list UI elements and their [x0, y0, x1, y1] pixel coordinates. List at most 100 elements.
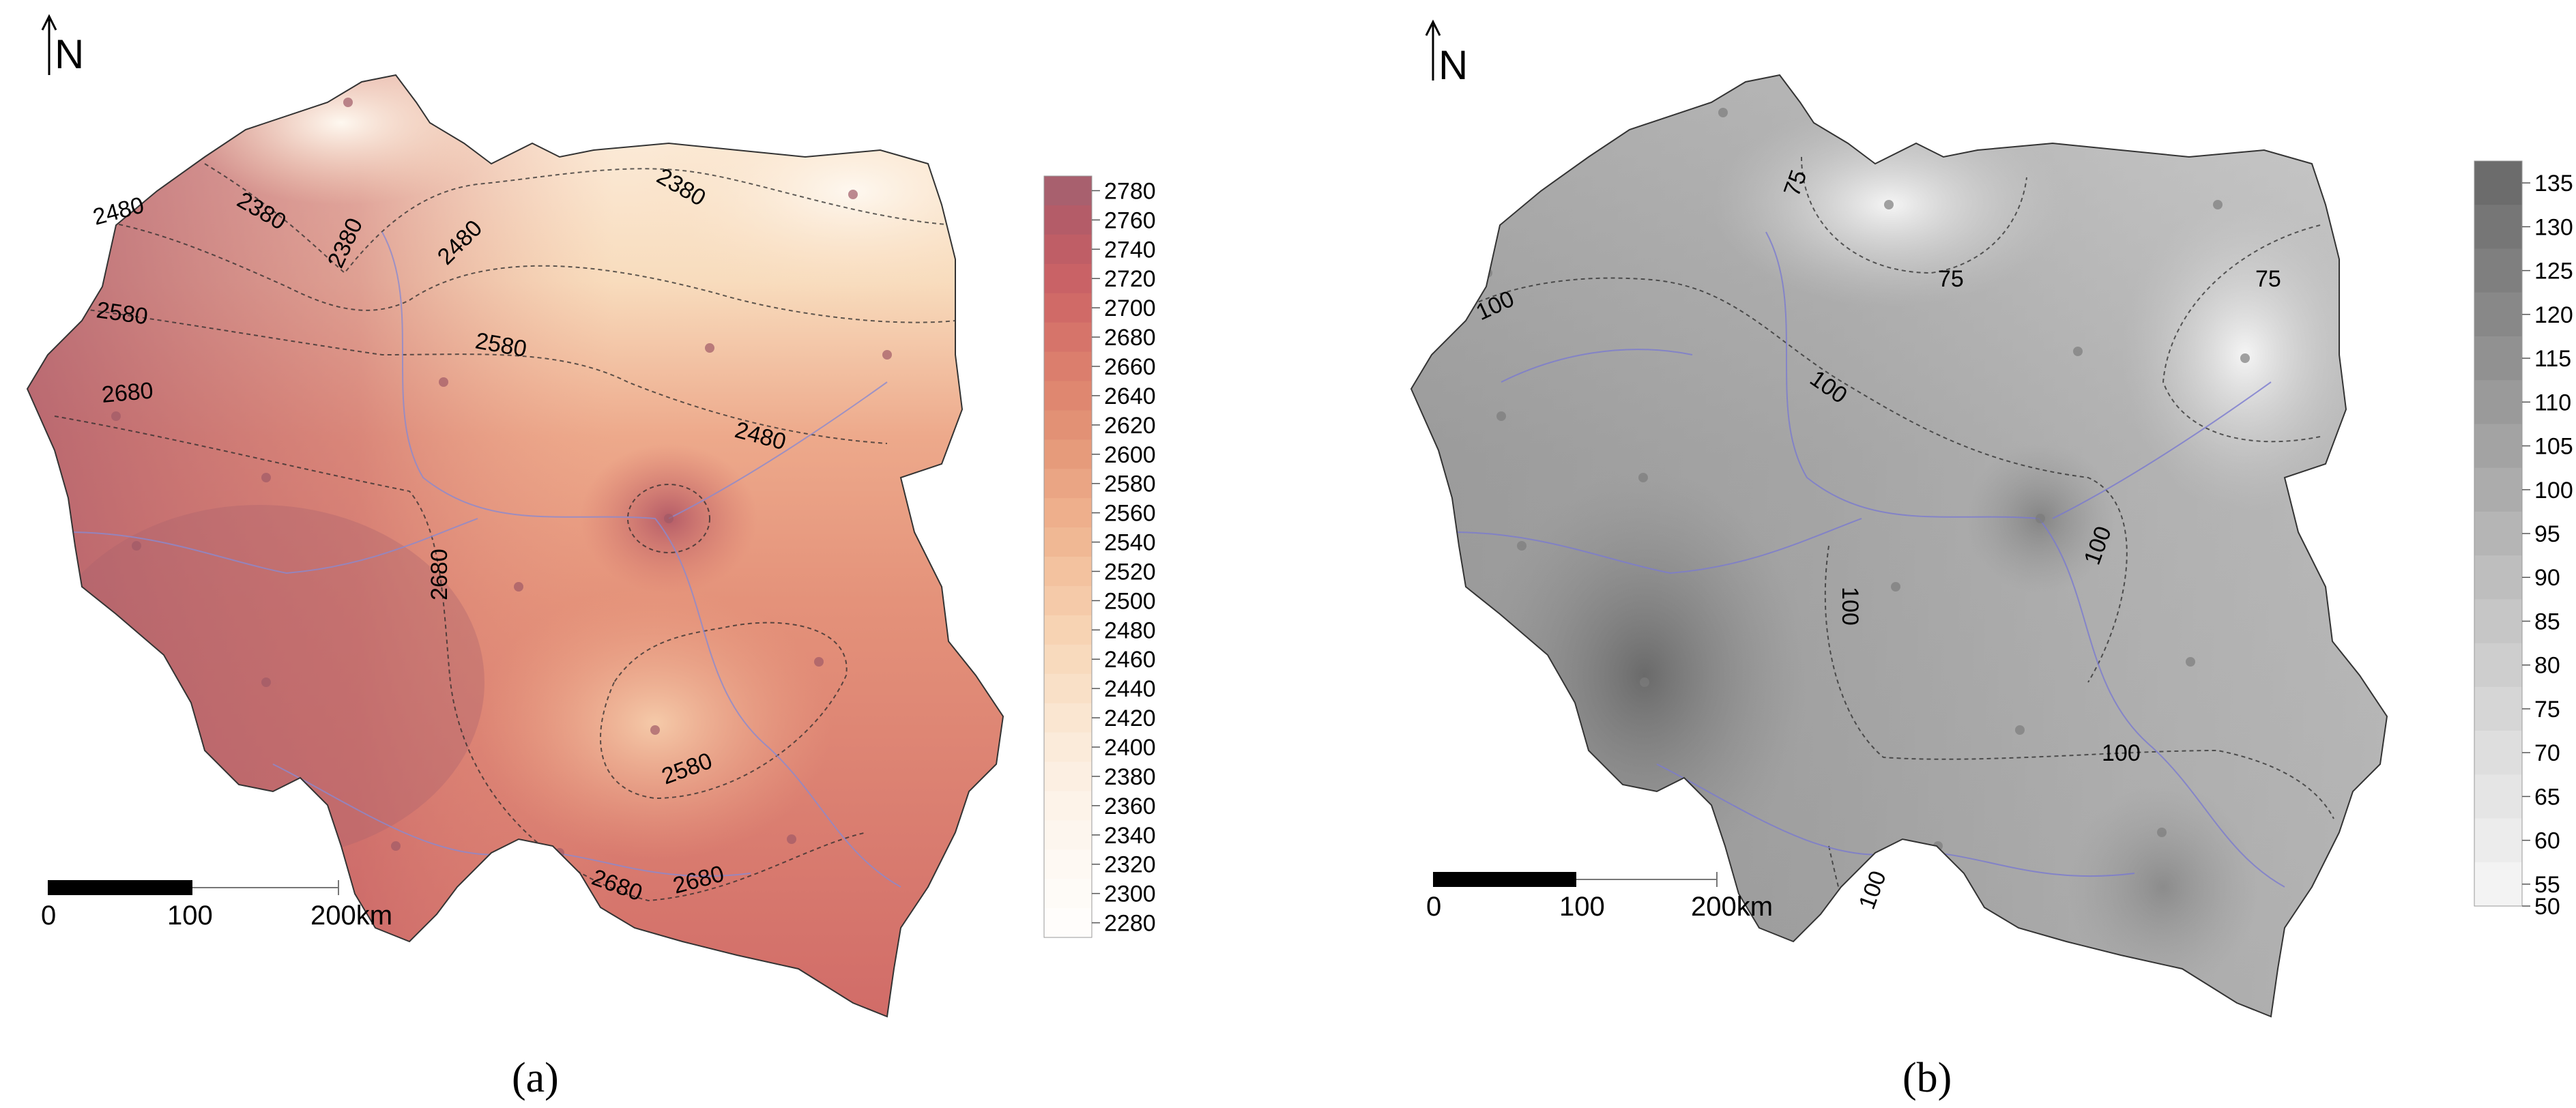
legend-label: 2460: [1104, 647, 1156, 673]
caption-a: (a): [512, 1055, 559, 1101]
legend-label: 125: [2534, 259, 2573, 285]
legend-swatch: [2474, 205, 2522, 249]
scale-tick-b: 0: [1426, 892, 1441, 922]
north-label-a: N: [55, 31, 84, 77]
legend-label: 2660: [1104, 354, 1156, 380]
legend-swatch: [1044, 469, 1092, 499]
legend-label: 2380: [1104, 764, 1156, 790]
legend-swatch: [2474, 424, 2522, 469]
legend-frame: [1043, 175, 1092, 938]
legend-label: 80: [2534, 653, 2560, 679]
legend-swatch: [1044, 234, 1092, 265]
legend-label: 2420: [1104, 705, 1156, 731]
scale-tick-a: 0: [41, 901, 56, 931]
legend-label: 2780: [1104, 178, 1156, 204]
legend-swatch: [2474, 862, 2522, 907]
scale-bar-a: 0 100 200km: [41, 880, 392, 931]
legend-label: 2760: [1104, 207, 1156, 233]
legend-swatch: [2474, 731, 2522, 775]
legend-swatch: [2474, 292, 2522, 337]
legend-label: 2560: [1104, 501, 1156, 527]
legend-swatch: [1044, 879, 1092, 909]
legend-swatch: [1044, 791, 1092, 821]
legend-label: 2640: [1104, 383, 1156, 409]
scale-tick-a: 200km: [310, 901, 392, 931]
contour-label: 100: [1837, 587, 1863, 626]
legend-label: 100: [2534, 478, 2573, 504]
legend-swatch: [1044, 761, 1092, 791]
legend-swatch: [2474, 467, 2522, 512]
legend-swatch: [2474, 818, 2522, 863]
legend-swatch: [1044, 176, 1092, 206]
legend-swatch: [2474, 248, 2522, 293]
legend-label: 2340: [1104, 823, 1156, 849]
legend-label: 95: [2534, 521, 2560, 547]
contour-label: 2680: [426, 549, 452, 600]
contour-label: 100: [2102, 740, 2141, 766]
legend-label: 2720: [1104, 266, 1156, 292]
legend-label: 110: [2534, 390, 2571, 416]
legend-swatch: [2474, 774, 2522, 819]
legend-swatch: [1044, 263, 1092, 294]
contour-label: 100: [1854, 867, 1892, 912]
legend-swatch: [1044, 615, 1092, 645]
legend-swatch: [1044, 322, 1092, 353]
contour-label: 75: [1938, 266, 1964, 292]
legend-label: 50: [2534, 894, 2560, 920]
legend-swatch: [2474, 555, 2522, 600]
legend-label: 55: [2534, 872, 2560, 898]
legend-label: 2580: [1104, 471, 1156, 497]
legend-label: 85: [2534, 609, 2560, 635]
legend-swatch: [1044, 908, 1092, 938]
legend-swatch: [1044, 644, 1092, 675]
contour-label: 75: [2255, 266, 2281, 292]
legend-swatch: [1044, 703, 1092, 733]
legend-swatch: [1044, 585, 1092, 616]
legend-a: 2780 2760 2740 2720 2700 2680 2660 2640 2620 2600…: [1043, 175, 1156, 938]
north-arrow-b: N: [1425, 19, 1468, 88]
legend-swatch: [2474, 643, 2522, 688]
legend-label: 105: [2534, 434, 2573, 460]
legend-swatch: [1044, 205, 1092, 235]
legend-label: 2620: [1104, 413, 1156, 439]
legend-label: 2500: [1104, 588, 1156, 614]
legend-label: 60: [2534, 828, 2560, 854]
legend-label: 2280: [1104, 911, 1156, 937]
legend-label: 75: [2534, 697, 2560, 723]
legend-swatch: [1044, 673, 1092, 704]
legend-swatch: [2474, 686, 2522, 731]
legend-label: 115: [2534, 346, 2571, 372]
north-arrow-a: N: [41, 14, 84, 77]
legend-swatch: [1044, 439, 1092, 469]
scale-tick-a: 100: [167, 901, 213, 931]
legend-label: 2400: [1104, 735, 1156, 761]
legend-label: 2680: [1104, 325, 1156, 351]
legend-swatch: [1044, 557, 1092, 587]
legend-label: 2300: [1104, 881, 1156, 907]
legend-label: 2700: [1104, 295, 1156, 321]
legend-label: 2540: [1104, 530, 1156, 556]
legend-label: 2440: [1104, 676, 1156, 702]
caption-b: (b): [1902, 1055, 1952, 1101]
legend-swatch: [2474, 336, 2522, 381]
legend-label: 2740: [1104, 237, 1156, 263]
legend-swatch: [1044, 381, 1092, 411]
legend-label: 2520: [1104, 559, 1156, 585]
legend-label: 130: [2534, 214, 2573, 240]
legend-label: 2600: [1104, 442, 1156, 468]
legend-label: 135: [2534, 171, 2573, 196]
legend-swatch: [2474, 161, 2522, 205]
legend-swatch: [2474, 599, 2522, 644]
legend-swatch: [1044, 498, 1092, 528]
scale-tick-b: 100: [1559, 892, 1605, 922]
contour-label: 2680: [100, 378, 154, 408]
legend-swatch: [1044, 410, 1092, 440]
legend-swatch: [1044, 732, 1092, 762]
scale-bar-b: 0 100 200km: [1426, 872, 1773, 922]
legend-swatch: [1044, 849, 1092, 879]
legend-swatch: [1044, 351, 1092, 381]
legend-label: 90: [2534, 565, 2560, 591]
legend-label: 70: [2534, 740, 2560, 766]
legend-swatch: [2474, 380, 2522, 424]
